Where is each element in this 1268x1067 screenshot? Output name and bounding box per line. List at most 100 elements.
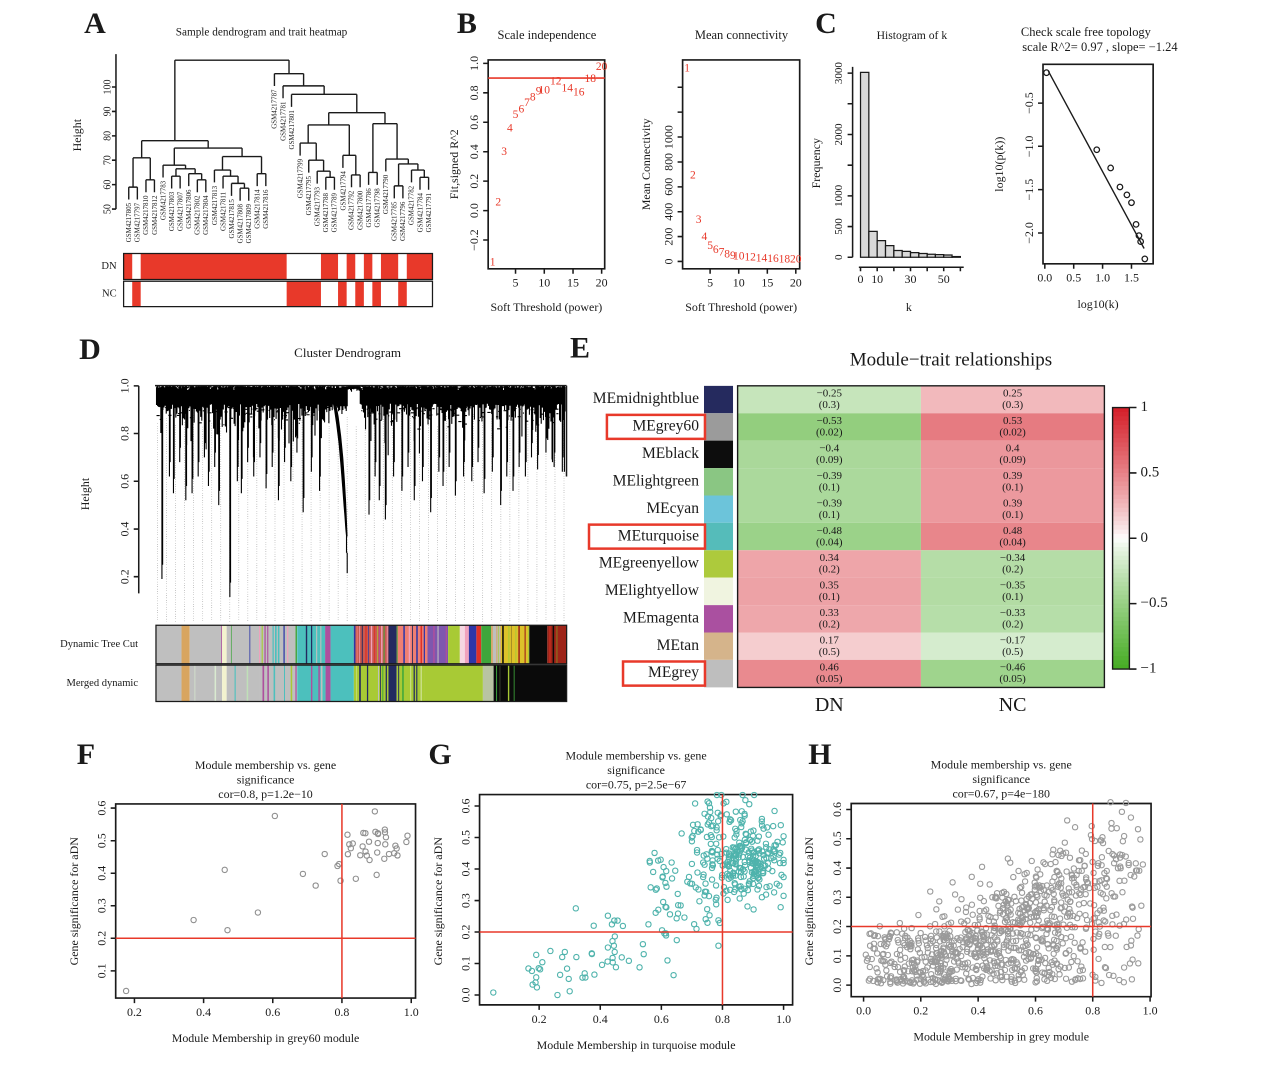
svg-text:Module membership vs. gene: Module membership vs. gene [565, 748, 706, 762]
svg-text:G: G [428, 738, 451, 771]
svg-text:50: 50 [938, 272, 950, 286]
svg-text:−0.46: −0.46 [1000, 662, 1026, 674]
svg-text:0.1: 0.1 [830, 948, 844, 963]
svg-text:0.4: 0.4 [971, 1003, 986, 1017]
svg-text:0.6: 0.6 [1028, 1003, 1043, 1017]
svg-text:k: k [906, 300, 912, 314]
svg-text:0.8: 0.8 [118, 426, 132, 441]
svg-text:(0.3): (0.3) [819, 399, 840, 411]
svg-text:(0.02): (0.02) [999, 427, 1026, 439]
svg-text:−0.5: −0.5 [1141, 595, 1168, 611]
svg-text:10: 10 [539, 85, 551, 97]
svg-text:10: 10 [733, 276, 745, 290]
svg-text:GSM4217781: GSM4217781 [279, 101, 287, 141]
svg-text:(0.1): (0.1) [819, 509, 840, 521]
svg-text:(0.2): (0.2) [819, 619, 840, 631]
svg-text:Soft Threshold (power): Soft Threshold (power) [490, 300, 602, 314]
svg-text:10: 10 [538, 276, 550, 290]
svg-text:Gene significance for aDN: Gene significance for aDN [67, 837, 81, 966]
svg-text:Module membership vs. gene: Module membership vs. gene [195, 758, 336, 772]
svg-text:MElightgreen: MElightgreen [613, 472, 700, 489]
svg-text:GSM4217810: GSM4217810 [142, 195, 150, 235]
svg-text:2: 2 [690, 169, 696, 181]
svg-text:GSM4217792: GSM4217792 [348, 190, 356, 230]
svg-text:0.6: 0.6 [265, 1005, 280, 1019]
svg-text:0.2: 0.2 [532, 1012, 547, 1026]
svg-text:12: 12 [550, 75, 562, 87]
svg-text:GSM4217801: GSM4217801 [288, 110, 296, 150]
svg-text:GSM4217783: GSM4217783 [159, 180, 167, 220]
svg-text:MEgrey60: MEgrey60 [632, 418, 699, 435]
svg-text:7: 7 [524, 97, 530, 109]
svg-text:0.33: 0.33 [820, 607, 840, 619]
svg-text:90: 90 [102, 106, 113, 116]
svg-text:(0.1): (0.1) [819, 591, 840, 603]
svg-text:1.5: 1.5 [1124, 271, 1139, 285]
svg-text:Fit,signed R^2: Fit,signed R^2 [447, 129, 461, 199]
svg-text:0.2: 0.2 [830, 919, 844, 934]
svg-text:20: 20 [790, 254, 802, 266]
svg-text:0.6: 0.6 [654, 1012, 669, 1026]
svg-text:0.6: 0.6 [458, 799, 472, 814]
svg-text:Module membership vs. gene: Module membership vs. gene [931, 757, 1072, 771]
svg-text:GSM4217798: GSM4217798 [373, 188, 381, 228]
svg-text:−0.17: −0.17 [1000, 634, 1026, 646]
svg-text:(0.2): (0.2) [1002, 619, 1023, 631]
svg-text:Soft Threshold (power): Soft Threshold (power) [685, 300, 797, 314]
svg-text:8: 8 [724, 249, 730, 261]
svg-text:Histogram of k: Histogram of k [877, 29, 948, 42]
svg-text:0.2: 0.2 [127, 1005, 142, 1019]
svg-text:0.5: 0.5 [1141, 465, 1160, 481]
svg-text:800: 800 [662, 153, 676, 171]
svg-text:15: 15 [761, 276, 773, 290]
svg-text:Module−trait relationships: Module−trait relationships [850, 350, 1052, 371]
svg-text:12: 12 [744, 252, 756, 264]
svg-text:2000: 2000 [833, 123, 845, 145]
svg-text:16: 16 [767, 253, 779, 265]
svg-text:GSM4217791: GSM4217791 [425, 193, 433, 233]
svg-text:0.6: 0.6 [95, 801, 109, 816]
svg-text:0.6: 0.6 [118, 474, 132, 489]
svg-text:NC: NC [102, 288, 117, 299]
svg-text:−1.0: −1.0 [1022, 136, 1036, 158]
svg-text:(0.2): (0.2) [819, 564, 840, 576]
svg-text:DN: DN [815, 694, 844, 716]
svg-text:Module Membership in grey60 mo: Module Membership in grey60 module [172, 1031, 360, 1045]
svg-text:0.0: 0.0 [856, 1003, 871, 1017]
svg-text:Gene significance for aDN: Gene significance for aDN [431, 837, 445, 966]
svg-text:GSM4217811: GSM4217811 [219, 191, 227, 231]
svg-text:GSM4217793: GSM4217793 [314, 186, 322, 226]
svg-text:A: A [84, 7, 106, 40]
svg-text:scale R^2= 0.97 , slope= −1.24: scale R^2= 0.97 , slope= −1.24 [1022, 40, 1178, 54]
svg-text:50: 50 [102, 204, 113, 214]
svg-text:significance: significance [972, 772, 1030, 786]
svg-text:0.53: 0.53 [1003, 415, 1023, 427]
svg-text:20: 20 [790, 276, 802, 290]
svg-text:GSM4217813: GSM4217813 [211, 185, 219, 225]
svg-text:(0.09): (0.09) [816, 454, 843, 466]
svg-text:7: 7 [719, 247, 725, 259]
svg-text:0.25: 0.25 [1003, 388, 1023, 400]
svg-text:−0.34: −0.34 [1000, 552, 1026, 564]
svg-text:0.1: 0.1 [95, 963, 109, 978]
svg-text:0.4: 0.4 [118, 522, 132, 537]
svg-text:Height: Height [78, 477, 92, 510]
svg-text:0.3: 0.3 [458, 893, 472, 908]
svg-text:0.6: 0.6 [830, 802, 844, 817]
svg-text:0.4: 0.4 [593, 1012, 608, 1026]
svg-text:F: F [77, 738, 95, 771]
svg-text:(0.5): (0.5) [1002, 646, 1023, 658]
svg-text:MEblack: MEblack [642, 445, 699, 462]
svg-text:5: 5 [513, 109, 519, 121]
svg-text:GSM4217790: GSM4217790 [382, 174, 390, 214]
svg-text:C: C [815, 7, 837, 40]
svg-text:1000: 1000 [833, 184, 845, 206]
svg-text:B: B [457, 7, 477, 40]
svg-text:9: 9 [730, 250, 736, 262]
svg-text:1: 1 [490, 257, 496, 269]
svg-text:1.0: 1.0 [404, 1005, 419, 1019]
svg-text:5: 5 [707, 276, 713, 290]
svg-text:cor=0.8, p=1.2e−10: cor=0.8, p=1.2e−10 [218, 787, 312, 801]
svg-text:0.2: 0.2 [458, 925, 472, 940]
svg-text:GSM4217806: GSM4217806 [185, 189, 193, 229]
